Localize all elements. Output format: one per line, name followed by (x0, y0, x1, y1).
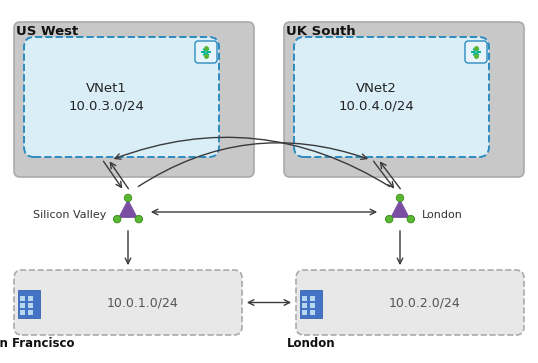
FancyBboxPatch shape (302, 303, 307, 308)
Circle shape (385, 215, 393, 223)
FancyBboxPatch shape (14, 22, 254, 177)
Text: VNet2
10.0.4.0/24: VNet2 10.0.4.0/24 (338, 82, 414, 113)
Text: US West: US West (16, 25, 78, 38)
Polygon shape (391, 200, 409, 218)
FancyBboxPatch shape (300, 290, 322, 318)
FancyBboxPatch shape (28, 310, 33, 315)
Polygon shape (119, 200, 137, 218)
FancyBboxPatch shape (284, 22, 524, 177)
FancyBboxPatch shape (24, 37, 219, 157)
FancyBboxPatch shape (302, 296, 307, 301)
Circle shape (407, 215, 415, 223)
FancyBboxPatch shape (310, 310, 315, 315)
Text: 10.0.2.0/24: 10.0.2.0/24 (389, 296, 461, 309)
Text: Silicon Valley: Silicon Valley (33, 210, 106, 220)
Circle shape (124, 194, 132, 202)
FancyBboxPatch shape (14, 270, 242, 335)
FancyBboxPatch shape (310, 303, 315, 308)
Text: VNet1
10.0.3.0/24: VNet1 10.0.3.0/24 (68, 82, 144, 113)
FancyBboxPatch shape (294, 37, 489, 157)
Text: London: London (287, 337, 335, 350)
Circle shape (397, 194, 404, 202)
FancyBboxPatch shape (20, 310, 25, 315)
FancyBboxPatch shape (18, 290, 40, 318)
FancyBboxPatch shape (20, 303, 25, 308)
FancyBboxPatch shape (28, 303, 33, 308)
FancyBboxPatch shape (20, 296, 25, 301)
Text: San Francisco: San Francisco (0, 337, 75, 350)
FancyBboxPatch shape (302, 310, 307, 315)
Text: London: London (422, 210, 463, 220)
FancyBboxPatch shape (195, 41, 217, 63)
FancyBboxPatch shape (465, 41, 487, 63)
Circle shape (114, 215, 121, 223)
Text: UK South: UK South (286, 25, 356, 38)
FancyBboxPatch shape (296, 270, 524, 335)
Circle shape (135, 215, 143, 223)
FancyBboxPatch shape (310, 296, 315, 301)
FancyBboxPatch shape (28, 296, 33, 301)
Text: 10.0.1.0/24: 10.0.1.0/24 (107, 296, 179, 309)
